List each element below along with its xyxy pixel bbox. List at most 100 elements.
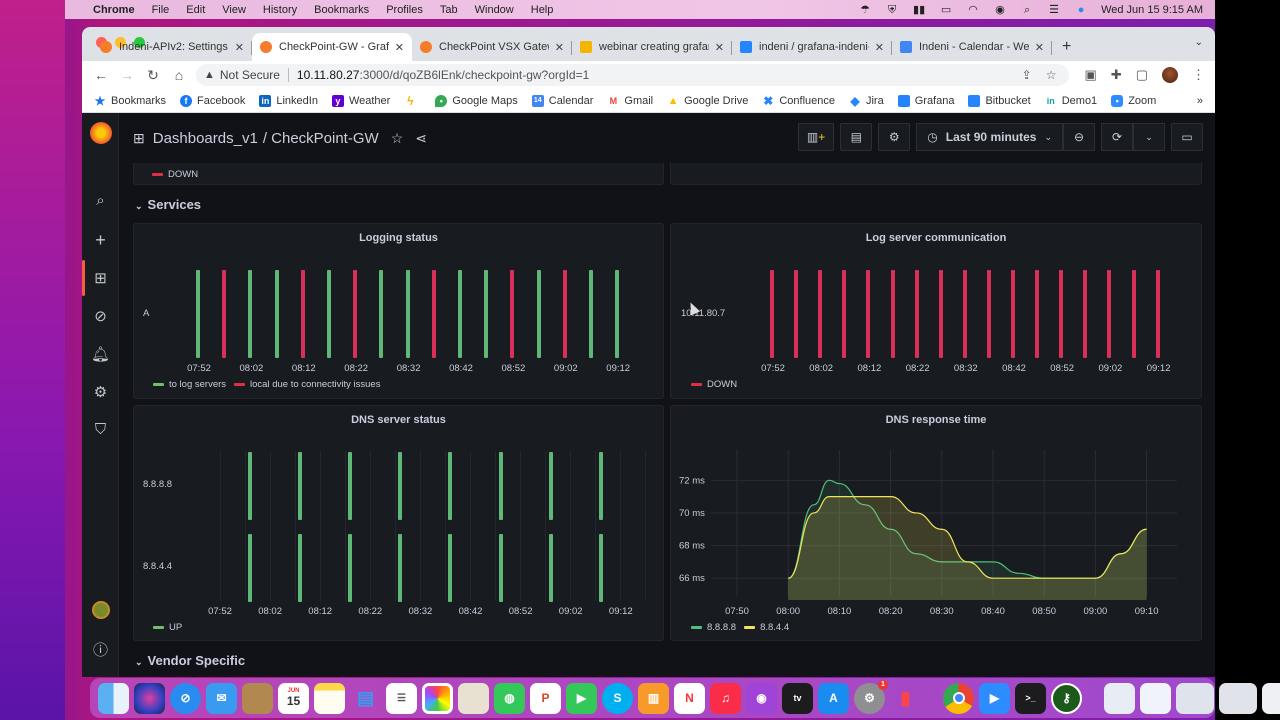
state-bar[interactable] [353, 270, 358, 358]
bookmark-jira[interactable]: ◆ Jira [850, 93, 884, 108]
bookmark-bolt[interactable]: ϟ [404, 95, 421, 107]
url-path[interactable]: :3000/d/qoZB6lEnk/checkpoint-gw?orgId=1 [359, 68, 590, 82]
help-icon[interactable]: ⓘ [92, 642, 108, 659]
share-icon[interactable]: ⋖ [415, 129, 427, 146]
dock-siri[interactable] [134, 682, 165, 714]
state-timeline-bars[interactable] [770, 270, 1162, 358]
user-circle-icon[interactable]: ◉ [995, 3, 1005, 16]
dock-keynote[interactable]: ▤ [356, 687, 374, 708]
dock-skype[interactable]: S [602, 682, 633, 714]
state-bar[interactable] [914, 270, 919, 358]
dock-news[interactable]: N [674, 682, 705, 714]
favorite-star-icon[interactable]: ☆ [390, 129, 404, 146]
bookmark-bookmarks[interactable]: ★ Bookmarks [94, 93, 167, 108]
panel-log-server-communication[interactable]: Log server communication 10.11.80.7 07:5… [670, 223, 1202, 399]
state-bar[interactable] [498, 452, 503, 520]
security-label[interactable]: Not Secure [220, 68, 289, 82]
dock-notes[interactable] [314, 682, 345, 714]
dock-books[interactable]: ▥ [638, 682, 669, 714]
warning-icon[interactable]: ▲ [204, 69, 215, 81]
close-tab-icon[interactable]: ✕ [874, 41, 884, 54]
dock-numbers[interactable]: ▮ [900, 687, 911, 708]
state-bar[interactable] [498, 534, 503, 602]
dock-window-4[interactable] [1219, 682, 1257, 714]
dock-calendar[interactable]: JUN 15 [278, 682, 309, 714]
dock-window-1[interactable] [1104, 682, 1135, 714]
state-bar[interactable] [615, 270, 620, 358]
puzzle-icon[interactable]: ✚ [1110, 67, 1122, 82]
state-bar[interactable] [548, 452, 553, 520]
bookmark-google-maps[interactable]: • Google Maps [435, 94, 518, 107]
menu-profiles[interactable]: Profiles [386, 3, 423, 16]
state-bar[interactable] [986, 270, 991, 358]
state-bar[interactable] [398, 534, 403, 602]
bookmark-gmail[interactable]: M Gmail [607, 95, 653, 107]
save-dashboard-button[interactable]: ▤ [840, 123, 873, 151]
dock-reminders[interactable]: ☰ [386, 682, 417, 714]
zoom-out-button[interactable]: ⊖ [1063, 123, 1095, 151]
wifi-icon[interactable]: ◠ [968, 3, 978, 16]
refresh-button[interactable]: ⟳ [1101, 123, 1133, 151]
bookmark-weather[interactable]: y Weather [331, 94, 390, 107]
dock-finder[interactable] [98, 682, 129, 714]
shield-icon[interactable]: ⛨ [887, 3, 897, 16]
waveform-icon[interactable]: ▮▮ [913, 3, 926, 16]
dock-window-3[interactable] [1176, 682, 1214, 714]
state-bar[interactable] [598, 534, 603, 602]
menu-edit[interactable]: Edit [186, 3, 206, 16]
menu-bookmarks[interactable]: Bookmarks [314, 3, 370, 16]
legend-item-8844[interactable]: 8.8.4.4 [744, 622, 789, 633]
profile-avatar[interactable] [1162, 67, 1178, 83]
state-bar[interactable] [222, 270, 227, 358]
dock-contacts[interactable] [242, 682, 273, 714]
reload-button[interactable]: ↻ [147, 66, 159, 83]
minimize-window-button[interactable] [115, 37, 126, 48]
time-picker-button[interactable]: ◷ Last 90 minutes ⌄ [916, 123, 1063, 151]
refresh-interval-dropdown[interactable]: ⌄ [1133, 123, 1165, 151]
dock-powerpoint[interactable]: P [530, 682, 561, 714]
bookmark-star-icon[interactable]: ☆ [1045, 68, 1057, 82]
bookmark-demo1[interactable]: in Demo1 [1046, 94, 1098, 107]
state-bar[interactable] [298, 452, 303, 520]
dock-messages[interactable]: ◍ [494, 682, 525, 714]
panel-dns-response-time[interactable]: DNS response time 07:50 08:00 08:10 08:20 08… [670, 405, 1202, 641]
dock-keepass[interactable]: ⚷ [1051, 682, 1082, 714]
legend-item-down[interactable]: DOWN [152, 169, 198, 180]
state-bar[interactable] [866, 270, 871, 358]
alerting-bell-icon[interactable]: 🔔︎ [90, 346, 111, 363]
battery-icon[interactable]: ▭ [940, 3, 952, 16]
state-bar[interactable] [431, 270, 436, 358]
menu-view[interactable]: View [222, 3, 246, 16]
state-bar[interactable] [484, 270, 489, 358]
tab-3[interactable]: webinar creating grafan ✕ [572, 33, 732, 61]
state-timeline-bars-8888[interactable] [134, 452, 665, 520]
state-bar[interactable] [1083, 270, 1088, 358]
tv-mode-button[interactable]: ▭ [1171, 123, 1203, 151]
legend-item-to-log-servers[interactable]: to log servers [153, 379, 226, 390]
state-bar[interactable] [298, 534, 303, 602]
state-timeline-bars-8844[interactable] [134, 534, 665, 602]
state-bar[interactable] [598, 452, 603, 520]
dashboards-grid-icon[interactable]: ⊞ [94, 270, 107, 287]
bookmark-zoom[interactable]: ▪ Zoom [1111, 94, 1156, 107]
state-bar[interactable] [1155, 270, 1160, 358]
legend-item-8888[interactable]: 8.8.8.8 [691, 622, 736, 633]
close-tab-icon[interactable]: ✕ [394, 41, 404, 54]
maximize-window-button[interactable] [134, 37, 145, 48]
menu-app[interactable]: Chrome [93, 3, 135, 16]
tab-5[interactable]: Indeni - Calendar - Wee ✕ [892, 33, 1052, 61]
dock-window-5[interactable] [1262, 682, 1280, 714]
state-bar[interactable] [589, 270, 593, 358]
state-bar[interactable] [1059, 270, 1064, 358]
state-bar[interactable] [536, 270, 541, 358]
menu-help[interactable]: Help [530, 3, 554, 16]
rain-cloud-icon[interactable]: ☂ [860, 3, 871, 16]
bookmark-grafana[interactable]: Grafana [897, 94, 954, 107]
row-vendor-specific[interactable]: ⌄ Vendor Specific [135, 653, 246, 668]
tab-1[interactable]: CheckPoint-GW - Grafa ✕ [252, 33, 412, 61]
panel-dns-server-status[interactable]: DNS server status 8.8.8.8 8.8.4.4 07:52 0… [133, 405, 664, 641]
state-bar[interactable] [448, 452, 453, 520]
tab-4[interactable]: indeni / grafana-indeni- ✕ [732, 33, 892, 61]
state-bar[interactable] [196, 270, 200, 358]
explore-compass-icon[interactable]: ⊘ [94, 308, 107, 325]
